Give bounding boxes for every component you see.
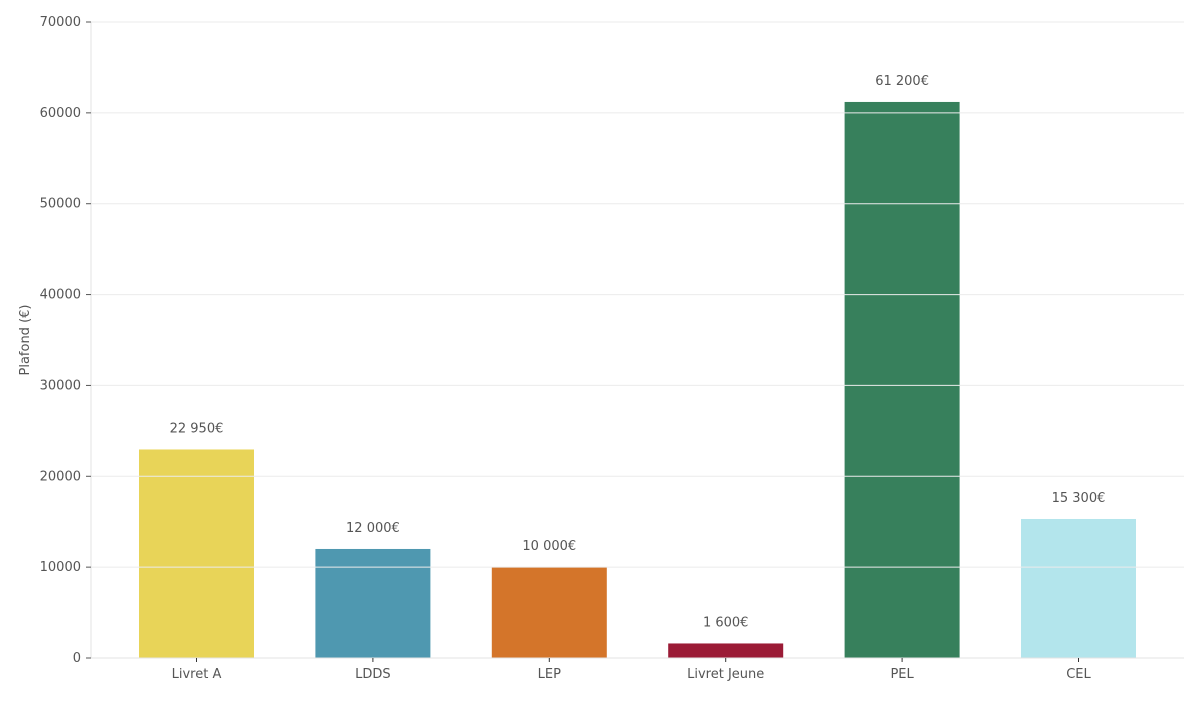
- bar-livret-jeune: [668, 643, 784, 658]
- bar-cel: [1021, 518, 1136, 658]
- x-tick-label: PEL: [890, 667, 914, 682]
- data-labels: 22 950€ 12 000€ 10 000€ 1 600€ 61 200€ 15 300…: [170, 74, 1106, 631]
- bar-pel: [844, 101, 960, 658]
- x-tick-label: LEP: [538, 667, 561, 682]
- bars: [139, 101, 1136, 658]
- data-label: 22 950€: [170, 421, 224, 436]
- y-tick-label: 60000: [40, 106, 81, 121]
- y-tick-label: 70000: [40, 15, 81, 30]
- x-tick-label: Livret A: [172, 667, 222, 682]
- y-ticks: 0 10000 20000 30000 40000 50000 60000 70000: [40, 15, 91, 666]
- gridlines: [91, 21, 1184, 568]
- y-tick-label: 0: [73, 651, 81, 666]
- x-tick-label: LDDS: [355, 667, 391, 682]
- data-label: 15 300€: [1052, 491, 1106, 506]
- data-label: 1 600€: [703, 615, 749, 630]
- x-tick-label: Livret Jeune: [687, 667, 764, 682]
- data-label: 10 000€: [522, 539, 576, 554]
- data-label: 12 000€: [346, 521, 400, 536]
- y-tick-label: 20000: [40, 469, 81, 484]
- x-ticks: Livret A LDDS LEP Livret Jeune PEL CEL: [172, 658, 1092, 682]
- bar-livret-a: [139, 449, 254, 658]
- y-tick-label: 10000: [40, 560, 81, 575]
- y-tick-label: 30000: [40, 378, 81, 393]
- bar-ldds: [315, 548, 431, 658]
- x-tick-label: CEL: [1066, 667, 1091, 682]
- bar-lep: [491, 567, 607, 658]
- y-axis-label: Plafond (€): [18, 305, 33, 376]
- y-tick-label: 50000: [40, 197, 81, 212]
- y-tick-label: 40000: [40, 288, 81, 303]
- data-label: 61 200€: [875, 74, 929, 89]
